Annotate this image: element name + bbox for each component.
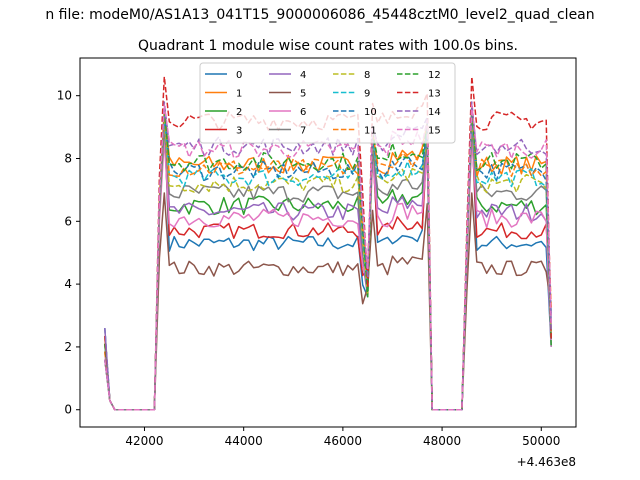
- plot-lines: [104, 76, 552, 411]
- legend-label-2: 2: [236, 107, 242, 118]
- series-line-7: [104, 126, 552, 411]
- series-line-11: [104, 107, 552, 411]
- x-offset-label: +4.463e8: [517, 455, 576, 469]
- series-line-0: [104, 116, 552, 411]
- y-tick-label: 4: [64, 277, 72, 291]
- chart-title: Quadrant 1 module wise count rates with …: [138, 38, 518, 54]
- legend-label-4: 4: [300, 70, 306, 81]
- y-tick-label: 6: [64, 214, 72, 228]
- legend-label-11: 11: [364, 126, 377, 137]
- x-tick-label: 48000: [423, 434, 461, 448]
- x-tick-label: 42000: [125, 434, 163, 448]
- y-tick-label: 2: [64, 340, 72, 354]
- series-line-6: [104, 138, 552, 411]
- y-tick-label: 8: [64, 151, 72, 165]
- legend-label-14: 14: [428, 107, 441, 118]
- legend-box: [199, 62, 456, 144]
- legend-label-9: 9: [364, 89, 370, 100]
- series-line-3: [104, 126, 552, 411]
- series-line-8: [104, 116, 552, 411]
- legend-label-8: 8: [364, 70, 370, 81]
- legend-label-12: 12: [428, 70, 441, 81]
- series-line-1: [104, 107, 552, 411]
- x-tick-label: 50000: [522, 434, 560, 448]
- legend-label-0: 0: [236, 70, 242, 81]
- series-line-10: [104, 110, 552, 411]
- series-line-4: [104, 123, 552, 411]
- y-axis: 0 2 4 6 8 10: [57, 89, 80, 417]
- figure-suptitle: n file: modeM0/AS1A13_041T15_9000006086_…: [45, 7, 594, 23]
- y-tick-label: 10: [57, 89, 72, 103]
- legend-label-3: 3: [236, 126, 242, 137]
- axes-frame: [79, 57, 577, 428]
- legend-label-1: 1: [236, 89, 242, 100]
- series-line-2: [104, 120, 552, 411]
- series-line-14: [104, 101, 552, 411]
- x-tick-label: 46000: [324, 434, 362, 448]
- y-tick-label: 0: [64, 403, 72, 417]
- legend-label-6: 6: [300, 107, 306, 118]
- series-line-5: [104, 192, 552, 411]
- series-line-15: [104, 104, 552, 411]
- x-tick-label: 44000: [225, 434, 263, 448]
- legend-label-7: 7: [300, 126, 306, 137]
- legend-label-10: 10: [364, 107, 377, 118]
- legend-label-13: 13: [428, 89, 441, 100]
- x-axis: 42000 44000 46000 48000 50000: [125, 427, 560, 448]
- legend-label-5: 5: [300, 89, 306, 100]
- legend-label-15: 15: [428, 126, 441, 137]
- series-line-12: [104, 107, 552, 411]
- series-line-9: [104, 113, 552, 411]
